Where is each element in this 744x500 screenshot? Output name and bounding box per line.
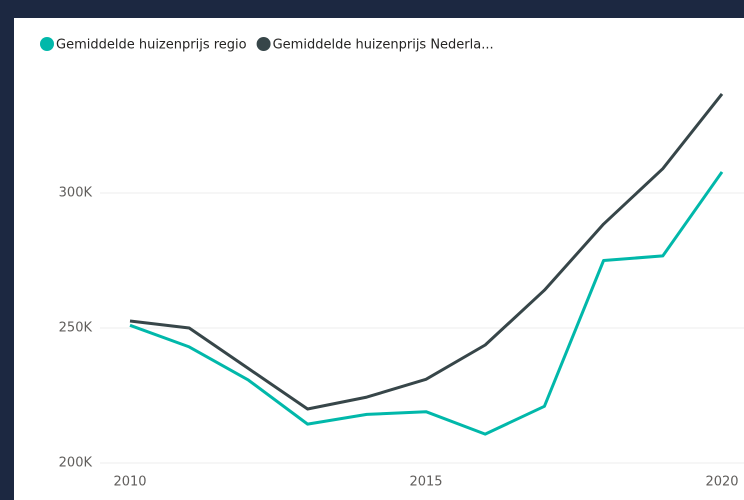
left-border: [0, 0, 14, 500]
legend-label: Gemiddelde huizenprijs Nederla...: [273, 38, 494, 53]
legend-marker: [256, 37, 271, 51]
x-tick-label: 2020: [705, 475, 738, 490]
y-tick-label: 200K: [59, 456, 93, 471]
x-tick-label: 2010: [113, 475, 146, 490]
legend-marker: [40, 37, 54, 51]
legend-label: Gemiddelde huizenprijs regio: [56, 38, 247, 53]
line-series: [129, 171, 724, 436]
line-series: [129, 92, 724, 411]
y-tick-label: 250K: [59, 321, 93, 336]
y-tick-label: 300K: [59, 186, 93, 201]
legend: Gemiddelde huizenprijs regio Gemiddelde h…: [40, 37, 494, 53]
x-tick-label: 2015: [409, 475, 442, 490]
top-bar: [0, 0, 744, 18]
